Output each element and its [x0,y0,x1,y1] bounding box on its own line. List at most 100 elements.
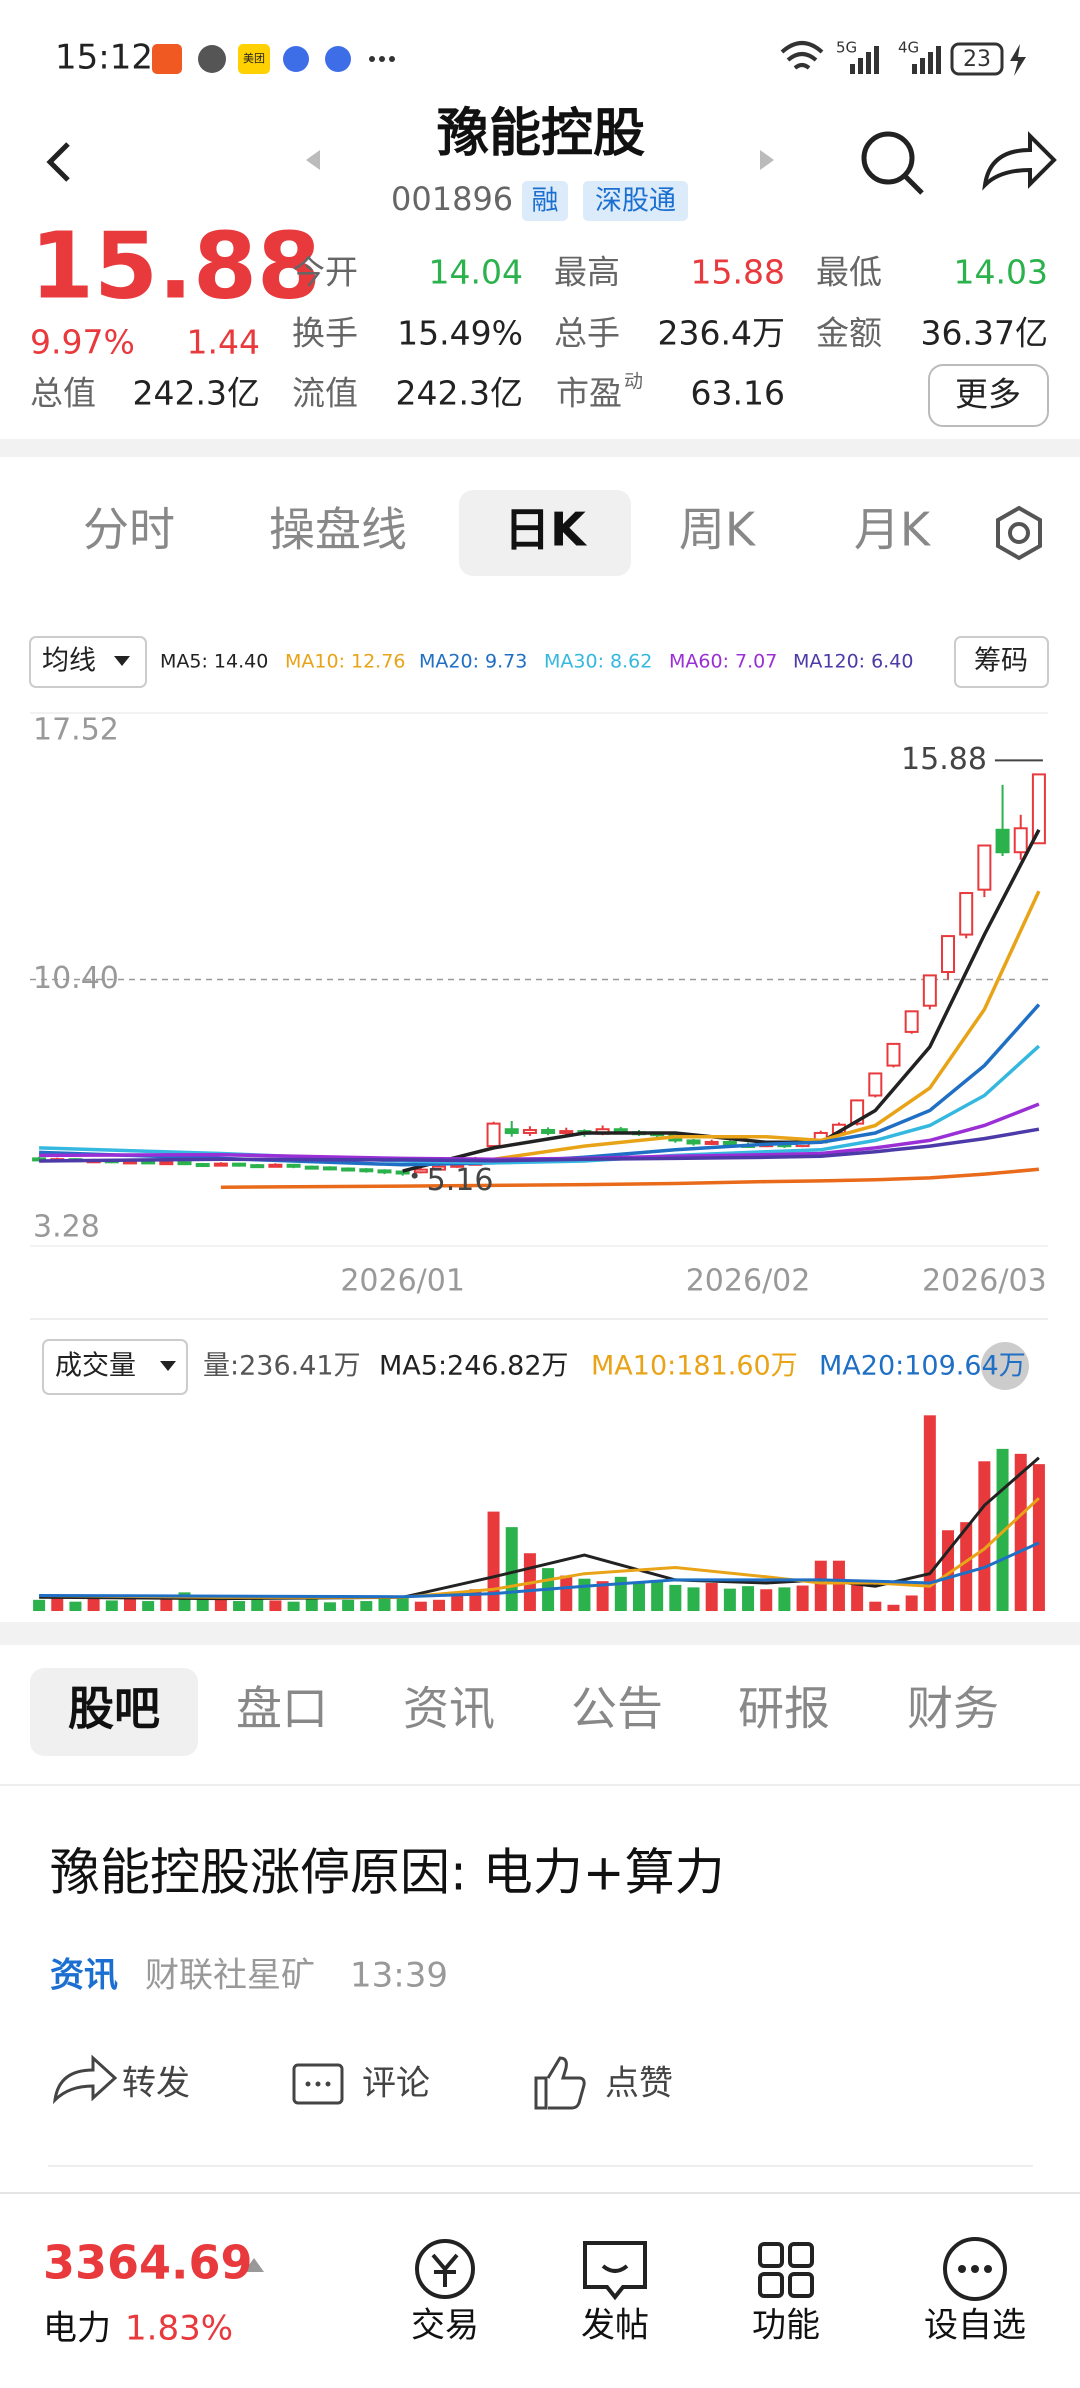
candle-body [377,1169,392,1174]
field-label: 金额 [816,314,882,353]
volume-bar [578,1578,591,1611]
candle-body [504,1128,519,1134]
volume-bar [905,1595,918,1611]
candle-body [359,1168,374,1173]
volume-bar [287,1601,300,1611]
watchlist-icon[interactable] [943,2237,1007,2301]
volume-ma-line [39,1541,1040,1599]
field-value: 14.03 [954,253,1048,292]
share-button[interactable] [982,131,1057,191]
more-button[interactable] [928,364,1049,427]
candle-body [1031,773,1046,845]
more-label[interactable]: 更多 [955,375,1021,414]
ma-line [39,1003,1041,1167]
candle-body [704,1140,719,1145]
footer-button[interactable]: 发帖 [581,2306,649,2346]
post-title[interactable]: 豫能控股涨停原因: 电力+算力 [50,1844,725,1902]
period-tab[interactable]: 周K [679,503,757,557]
candle-body [941,935,956,974]
chips-label[interactable]: 筹码 [974,646,1028,677]
period-tab[interactable]: 日K [504,503,588,557]
period-tab[interactable]: 分时 [83,503,175,557]
footer-button[interactable]: 功能 [752,2306,820,2346]
volume-bar [51,1597,64,1611]
app-icon [283,46,309,72]
app-icon [325,46,351,72]
news-tab[interactable]: 公告 [571,1682,663,1736]
field-label: 总手 [554,314,620,353]
indicator-select-label[interactable]: 均线 [42,646,96,677]
app-badge: 美团 [243,52,265,65]
candle-body [177,1161,192,1166]
volume-bar [414,1601,427,1611]
like-icon[interactable] [534,2056,586,2110]
volume-bar [942,1530,955,1611]
x-tick-label: 2026/01 [340,1264,465,1299]
function-icon[interactable] [758,2242,814,2298]
settings-button[interactable] [996,505,1042,561]
volume-bar [869,1601,882,1611]
volume-legend: MA20:109.64万 [819,1351,1026,1382]
index-value[interactable]: 3364.69 [43,2236,253,2290]
candle-body [686,1139,701,1145]
forward-icon[interactable] [52,2054,118,2105]
volume-bar [342,1599,355,1611]
app-icon [152,44,182,74]
battery [950,42,1004,76]
wifi-icon [780,41,824,70]
post-action[interactable]: 点赞 [605,2064,673,2104]
news-tab[interactable]: 股吧 [68,1682,160,1736]
section-gap [0,439,1080,457]
chips-button[interactable] [954,636,1049,688]
volume-bar [487,1511,500,1611]
period-tab[interactable]: 月K [854,503,932,557]
volume-bar [433,1599,446,1611]
candle-body [395,1170,410,1175]
ma-legend: MA60: 7.07 [669,651,777,673]
index-pct: 1.83% [125,2309,233,2349]
volume-select[interactable] [42,1339,188,1395]
field-value: 15.49% [397,314,523,353]
search-button[interactable] [861,131,924,195]
volume-bar [560,1575,573,1611]
news-tab[interactable]: 盘口 [236,1682,328,1736]
post-action[interactable]: 评论 [362,2064,430,2104]
up-arrow [244,2258,264,2272]
candle-body [486,1122,501,1148]
post-icon[interactable] [583,2241,647,2301]
indicator-select[interactable] [29,636,147,688]
candle-body [904,1010,919,1033]
volume-bar [1014,1453,1027,1611]
volume-bar [832,1560,845,1611]
news-tab[interactable]: 财务 [907,1682,999,1736]
comment-icon[interactable] [292,2063,344,2105]
expand-button[interactable] [981,1342,1029,1390]
candle-body [922,974,937,1007]
volume-bar [269,1600,282,1611]
candle-body [977,844,992,891]
volume-bar [760,1589,773,1611]
field-value: 14.04 [429,253,523,292]
next-stock[interactable] [760,150,774,170]
prev-stock[interactable] [306,150,320,170]
news-tab[interactable]: 资讯 [403,1682,495,1736]
volume-select-label[interactable]: 成交量 [55,1351,136,1382]
period-tab[interactable]: 操盘线 [269,503,407,557]
field-label: 最高 [554,253,620,292]
x-tick-label: 2026/03 [922,1264,1047,1299]
trade-icon[interactable] [415,2239,475,2299]
active-tab-bg [30,1668,198,1756]
candle-body [541,1128,556,1134]
news-tab[interactable]: 研报 [738,1682,830,1736]
volume-bar [887,1604,900,1611]
candle-body [195,1163,210,1168]
back-button[interactable] [46,142,70,182]
y-tick-label: 3.28 [33,1210,100,1245]
field-label: 今开 [292,253,358,292]
footer-button[interactable]: 设自选 [924,2306,1026,2346]
y-tick-label: 17.52 [33,713,119,748]
post-action[interactable]: 转发 [122,2064,190,2104]
volume-bar [723,1588,736,1611]
footer-button[interactable]: 交易 [411,2306,479,2346]
tag-badge [583,181,688,221]
